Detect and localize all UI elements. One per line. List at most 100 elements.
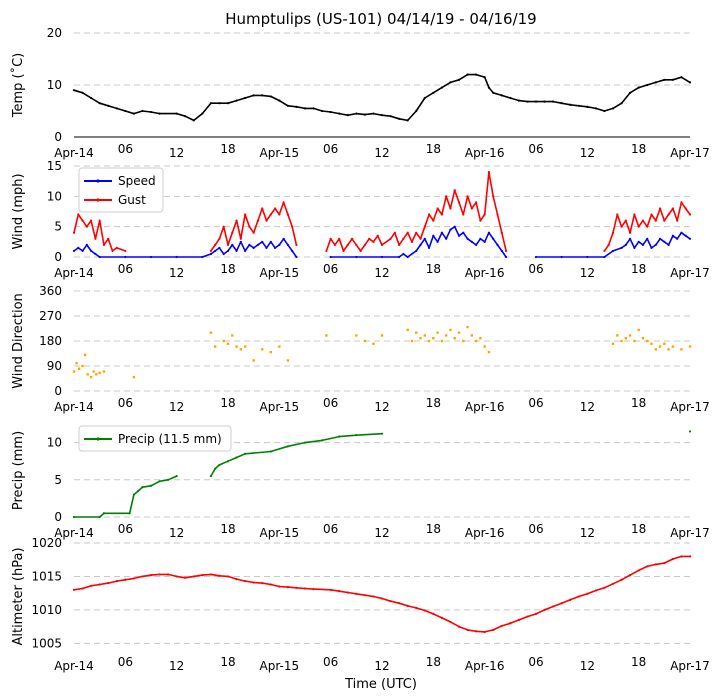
data-point	[149, 484, 153, 487]
legend-label: Precip (11.5 mm)	[118, 432, 222, 446]
data-point	[338, 435, 341, 438]
data-point	[244, 452, 247, 455]
data-point	[466, 628, 469, 632]
data-point	[111, 249, 114, 253]
data-point	[637, 240, 640, 243]
data-point	[449, 620, 452, 624]
data-point	[663, 240, 666, 243]
x-tick-label: Apr-16	[465, 146, 505, 160]
data-point	[346, 243, 349, 246]
data-point	[402, 252, 405, 256]
data-point	[265, 219, 268, 222]
x-tick-label: 18	[631, 396, 646, 410]
data-point	[226, 243, 230, 246]
data-point	[201, 255, 204, 259]
data-point	[646, 339, 649, 343]
x-tick-label: 12	[374, 659, 389, 673]
x-tick-label: 12	[580, 400, 595, 414]
data-point	[509, 96, 512, 100]
x-tick-label: 06	[118, 522, 133, 536]
data-point	[363, 594, 366, 597]
data-point	[90, 249, 93, 253]
data-point	[444, 334, 448, 337]
data-point	[671, 345, 675, 348]
data-point	[167, 573, 170, 576]
data-point	[445, 237, 448, 240]
data-point	[624, 243, 627, 246]
data-point	[372, 342, 375, 345]
data-point	[218, 463, 221, 467]
data-point	[81, 219, 84, 222]
data-point	[676, 237, 679, 240]
data-point	[487, 350, 491, 354]
data-point	[94, 252, 97, 256]
data-point	[329, 588, 332, 591]
series-line	[73, 555, 690, 633]
data-point	[243, 345, 247, 348]
data-point	[427, 246, 431, 249]
data-point	[273, 246, 277, 249]
y-tick-label: 1015	[31, 569, 62, 583]
data-point	[496, 243, 499, 246]
data-point	[325, 334, 328, 337]
data-point	[115, 246, 118, 249]
data-point	[457, 234, 461, 237]
data-point	[355, 255, 358, 259]
data-point	[620, 578, 623, 581]
data-point	[231, 243, 234, 246]
data-point	[543, 100, 546, 103]
data-point	[368, 237, 371, 240]
data-point	[295, 255, 298, 259]
data-point	[209, 252, 212, 256]
data-point	[107, 237, 110, 240]
data-point	[149, 110, 153, 114]
data-point	[372, 240, 375, 243]
data-point	[312, 107, 315, 110]
data-point	[355, 434, 358, 437]
data-point	[658, 237, 662, 240]
data-point	[419, 337, 422, 340]
data-point	[629, 91, 632, 94]
data-point	[286, 243, 289, 246]
data-point	[303, 441, 307, 444]
data-point	[603, 109, 606, 113]
data-point	[676, 219, 679, 222]
data-point	[534, 100, 538, 103]
data-point	[560, 602, 563, 605]
data-point	[209, 331, 213, 334]
data-point	[440, 231, 443, 234]
x-tick-label: 06	[118, 396, 133, 410]
data-point	[620, 225, 623, 228]
data-point	[453, 189, 456, 192]
data-point	[492, 628, 495, 632]
data-point	[239, 348, 243, 351]
data-point	[256, 219, 260, 222]
data-point	[278, 243, 281, 246]
x-tick-label: 12	[169, 659, 184, 673]
data-point	[175, 575, 178, 578]
data-point	[107, 104, 110, 107]
data-point	[419, 243, 422, 246]
data-point	[81, 91, 84, 94]
data-point	[449, 207, 452, 210]
y-tick-label: 180	[39, 334, 62, 348]
data-point	[235, 249, 238, 253]
data-point	[226, 102, 230, 105]
data-point	[380, 255, 384, 259]
data-point	[209, 474, 212, 478]
data-point	[282, 201, 285, 204]
x-tick-label: 12	[169, 400, 184, 414]
data-point	[355, 112, 358, 115]
x-tick-label: 18	[426, 396, 441, 410]
data-point	[449, 81, 452, 84]
data-point	[98, 219, 101, 222]
data-point	[616, 213, 619, 216]
data-point	[72, 231, 76, 234]
data-point	[453, 225, 456, 228]
data-point	[389, 115, 392, 118]
data-point	[663, 561, 666, 565]
data-point	[406, 119, 409, 122]
data-point	[115, 580, 118, 583]
data-point	[470, 207, 473, 210]
data-point	[192, 575, 195, 578]
